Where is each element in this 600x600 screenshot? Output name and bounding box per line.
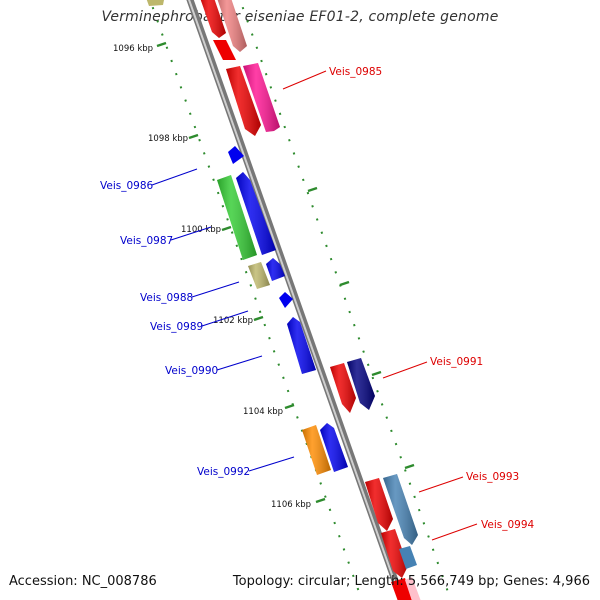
major-tick — [404, 463, 415, 470]
major-tick — [284, 403, 295, 410]
label-leader — [151, 168, 198, 186]
accession-text: Accession: NC_008786 — [9, 574, 157, 589]
label-leader — [170, 226, 212, 241]
gene-feature[interactable] — [243, 63, 280, 132]
label-leader — [191, 281, 240, 298]
gene-feature[interactable] — [199, 0, 226, 38]
label-leader — [201, 310, 249, 327]
gene-feature[interactable] — [365, 478, 393, 531]
gene-feature[interactable] — [347, 358, 375, 410]
gene-feature[interactable] — [145, 0, 165, 6]
gene-label[interactable]: Veis_0985 — [329, 66, 382, 78]
gene-feature[interactable] — [266, 258, 285, 281]
tick-label: 1104 kbp — [243, 407, 283, 417]
gene-label[interactable]: Veis_0987 — [120, 235, 173, 247]
major-tick — [221, 225, 232, 232]
gene-feature[interactable] — [226, 66, 261, 136]
genome-summary-text: Topology: circular; Length: 5,566,749 bp… — [232, 574, 590, 589]
gene-label[interactable]: Veis_0992 — [197, 466, 250, 478]
gene-label[interactable]: Veis_0988 — [140, 292, 193, 304]
gene-feature[interactable] — [405, 577, 422, 600]
label-leader — [282, 70, 327, 90]
gene-feature[interactable] — [248, 262, 270, 289]
gene-label[interactable]: Veis_0993 — [466, 471, 519, 483]
gene-feature[interactable] — [320, 423, 348, 472]
major-tick — [339, 280, 350, 287]
label-leader — [431, 523, 478, 541]
gene-label[interactable]: Veis_0994 — [481, 519, 535, 531]
major-tick — [307, 186, 318, 193]
gene-feature[interactable] — [228, 146, 244, 164]
gene-label[interactable]: Veis_0991 — [430, 356, 483, 368]
label-leader — [382, 361, 428, 379]
major-tick — [156, 41, 167, 48]
tick-label: 1102 kbp — [213, 316, 253, 326]
label-leader — [418, 476, 464, 493]
major-tick — [188, 133, 199, 140]
gene-feature[interactable] — [279, 292, 293, 308]
label-leader — [248, 456, 295, 472]
gene-feature[interactable] — [381, 529, 408, 578]
major-tick — [371, 370, 382, 377]
gene-feature[interactable] — [330, 363, 356, 413]
label-leader — [216, 355, 263, 371]
tick-guide-right — [239, 0, 449, 593]
gene-feature[interactable] — [287, 317, 316, 374]
gene-feature[interactable] — [383, 474, 418, 545]
gene-feature[interactable] — [217, 175, 257, 260]
tick-label: 1096 kbp — [113, 44, 153, 54]
gene-label[interactable]: Veis_0990 — [165, 365, 218, 377]
major-tick — [315, 497, 326, 504]
gene-feature[interactable] — [213, 40, 236, 60]
genome-backbone-highlight — [188, 0, 402, 600]
gene-feature[interactable] — [399, 546, 417, 569]
gene-feature[interactable] — [216, 0, 247, 52]
gene-feature[interactable] — [302, 425, 331, 475]
gene-label[interactable]: Veis_0986 — [100, 180, 154, 192]
major-tick — [253, 315, 264, 322]
tick-label: 1106 kbp — [271, 500, 311, 510]
gene-label[interactable]: Veis_0989 — [150, 321, 203, 333]
gene-feature[interactable] — [236, 172, 276, 255]
tick-label: 1098 kbp — [148, 134, 188, 144]
